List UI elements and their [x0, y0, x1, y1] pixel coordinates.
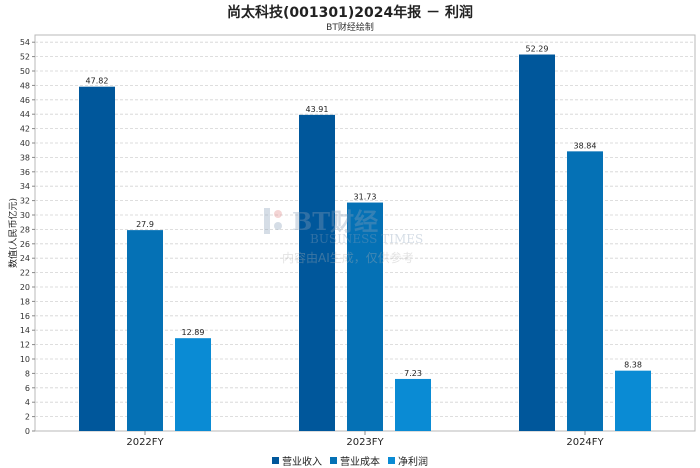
data-label: 12.89	[182, 328, 205, 337]
bar	[79, 86, 115, 432]
legend-item: 净利润	[388, 453, 428, 468]
y-tick-label: 54	[20, 38, 30, 47]
bar	[519, 54, 555, 432]
y-tick-label: 30	[20, 211, 30, 220]
y-tick-label: 28	[20, 225, 30, 234]
legend-item: 营业收入	[272, 453, 322, 468]
legend-swatch	[272, 457, 279, 464]
data-label: 38.84	[574, 141, 597, 150]
data-label: 47.82	[86, 77, 109, 86]
data-label: 8.38	[624, 361, 642, 370]
y-tick-label: 16	[20, 312, 30, 321]
legend-label: 净利润	[398, 457, 428, 468]
bar	[347, 202, 383, 431]
y-tick-label: 8	[25, 369, 30, 378]
y-tick-label: 50	[20, 67, 30, 76]
y-tick-label: 22	[20, 269, 30, 278]
data-label: 43.91	[306, 105, 329, 114]
bar	[615, 370, 651, 431]
legend-swatch	[330, 457, 337, 464]
x-tick-label: 2023FY	[346, 437, 384, 448]
y-tick-label: 40	[20, 139, 30, 148]
y-tick-label: 36	[20, 168, 30, 177]
y-tick-label: 34	[20, 182, 30, 191]
y-tick-label: 0	[25, 427, 30, 436]
legend-label: 营业收入	[282, 457, 322, 468]
legend-swatch	[388, 457, 395, 464]
bar	[127, 230, 163, 431]
bar	[299, 114, 335, 432]
y-axis-label: 数值(人民币亿元)	[7, 198, 19, 268]
y-tick-label: 6	[25, 384, 30, 393]
y-tick-label: 26	[20, 240, 30, 249]
x-tick-label: 2024FY	[566, 437, 604, 448]
bar	[395, 378, 431, 431]
y-tick-label: 24	[20, 254, 30, 263]
y-tick-label: 20	[20, 283, 30, 292]
data-label: 27.9	[136, 220, 154, 229]
y-tick-label: 10	[20, 355, 30, 364]
legend-item: 营业成本	[330, 453, 380, 468]
bar	[567, 151, 603, 432]
chart-title: 尚太科技(001301)2024年报 － 利润	[227, 5, 473, 21]
chart-subtitle: BT财经绘制	[326, 23, 374, 33]
y-tick-label: 42	[20, 125, 30, 134]
y-tick-label: 46	[20, 96, 30, 105]
data-label: 52.29	[526, 45, 549, 54]
y-tick-label: 18	[20, 297, 30, 306]
y-tick-label: 38	[20, 153, 30, 162]
legend-label: 营业成本	[340, 457, 380, 468]
y-tick-label: 32	[20, 197, 30, 206]
bar	[175, 338, 211, 431]
x-tick-label: 2022FY	[126, 437, 164, 448]
y-tick-label: 14	[20, 326, 30, 335]
y-tick-label: 48	[20, 81, 30, 90]
y-tick-label: 12	[20, 341, 30, 350]
y-tick-label: 2	[25, 413, 30, 422]
y-tick-label: 44	[20, 110, 30, 119]
y-tick-label: 4	[25, 398, 30, 407]
legend: 营业收入 营业成本 净利润	[0, 453, 700, 468]
data-label: 31.73	[354, 193, 377, 202]
y-tick-label: 52	[20, 53, 30, 62]
data-label: 7.23	[404, 369, 422, 378]
